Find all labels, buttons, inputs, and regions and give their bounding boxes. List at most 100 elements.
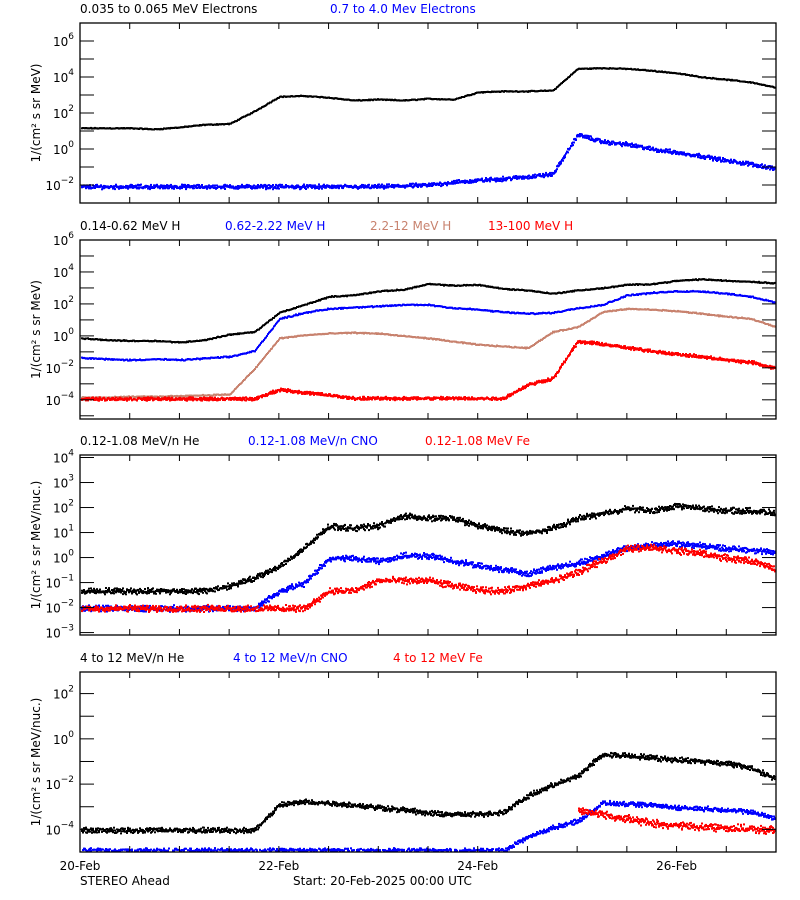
data-point: [253, 184, 255, 187]
data-point: [494, 177, 496, 180]
data-point: [481, 177, 483, 180]
y-axis-label: 1/(cm² s sr MeV): [29, 64, 43, 163]
data-point: [281, 183, 283, 186]
data-point: [693, 153, 695, 156]
data-point: [92, 396, 94, 399]
data-point: [371, 305, 373, 308]
data-point: [761, 163, 763, 166]
data-point: [381, 183, 383, 186]
data-point: [185, 188, 187, 191]
data-point: [226, 184, 228, 187]
series-2: [81, 289, 776, 362]
data-point: [338, 187, 340, 190]
data-point: [752, 295, 754, 298]
data-point: [516, 177, 518, 180]
data-point: [181, 398, 183, 401]
data-point: [257, 346, 259, 349]
data-point: [574, 70, 576, 73]
data-point: [262, 340, 264, 343]
data-point: [354, 399, 356, 401]
data-point: [325, 297, 327, 300]
data-point: [694, 155, 696, 158]
data-point: [342, 395, 344, 398]
data-point: [317, 391, 319, 394]
data-point: [543, 176, 545, 179]
data-point: [150, 183, 152, 186]
data-point: [263, 338, 265, 341]
data-point: [603, 142, 605, 145]
data-point: [537, 340, 539, 343]
data-point: [611, 143, 613, 146]
data-point: [452, 182, 454, 185]
data-point: [351, 397, 353, 400]
legend-entry: 0.62-2.22 MeV H: [225, 219, 325, 233]
data-point: [325, 186, 327, 189]
data-point: [200, 186, 202, 189]
data-point: [230, 392, 232, 395]
data-point: [260, 107, 262, 110]
data-point: [212, 184, 214, 187]
data-point: [378, 183, 380, 186]
data-point: [223, 186, 225, 188]
data-point: [709, 158, 711, 160]
data-point: [258, 396, 260, 399]
data-point: [683, 151, 685, 154]
data-point: [366, 398, 368, 401]
panel-2: 0.14-0.62 MeV H 0.62-2.22 MeV H 2.2-12 MeV…: [29, 219, 777, 420]
data-point: [287, 388, 289, 391]
data-point: [272, 327, 274, 330]
data-point: [275, 322, 277, 325]
data-point: [450, 182, 452, 185]
data-point: [135, 185, 137, 187]
data-point: [236, 119, 238, 122]
data-point: [763, 165, 765, 168]
data-point: [575, 139, 577, 141]
data-point: [254, 368, 256, 370]
data-point: [159, 187, 161, 190]
data-point: [488, 179, 490, 181]
data-point: [156, 183, 158, 186]
data-point: [242, 380, 244, 383]
data-point: [382, 186, 384, 189]
data-point: [101, 398, 103, 401]
data-point: [515, 176, 517, 179]
data-point: [176, 185, 178, 188]
data-point: [232, 396, 234, 399]
data-point: [485, 177, 487, 179]
data-point: [266, 334, 268, 337]
data-point: [490, 176, 492, 179]
data-point: [183, 185, 185, 187]
data-point: [267, 393, 269, 396]
data-point: [560, 162, 562, 165]
data-point: [470, 181, 472, 184]
data-point: [179, 187, 181, 190]
data-point: [337, 396, 339, 399]
data-point: [581, 133, 583, 136]
data-point: [117, 185, 119, 188]
data-point: [98, 397, 100, 400]
data-point: [200, 397, 202, 399]
data-point: [115, 396, 117, 399]
data-point: [730, 158, 732, 161]
data-point: [438, 183, 440, 186]
data-point: [324, 185, 326, 187]
data-point: [489, 180, 491, 183]
data-point: [426, 185, 428, 188]
data-point: [528, 174, 530, 177]
data-point: [513, 175, 515, 178]
data-point: [502, 175, 504, 178]
data-point: [264, 355, 266, 358]
data-point: [245, 376, 247, 379]
data-point: [214, 396, 216, 399]
data-point: [239, 396, 241, 399]
data-point: [355, 184, 357, 187]
data-point: [127, 187, 129, 190]
data-point: [286, 316, 288, 319]
data-point: [103, 397, 105, 400]
data-point: [95, 396, 97, 399]
data-point: [359, 396, 361, 399]
data-point: [267, 333, 269, 336]
data-point: [216, 184, 218, 187]
data-point: [393, 186, 395, 189]
